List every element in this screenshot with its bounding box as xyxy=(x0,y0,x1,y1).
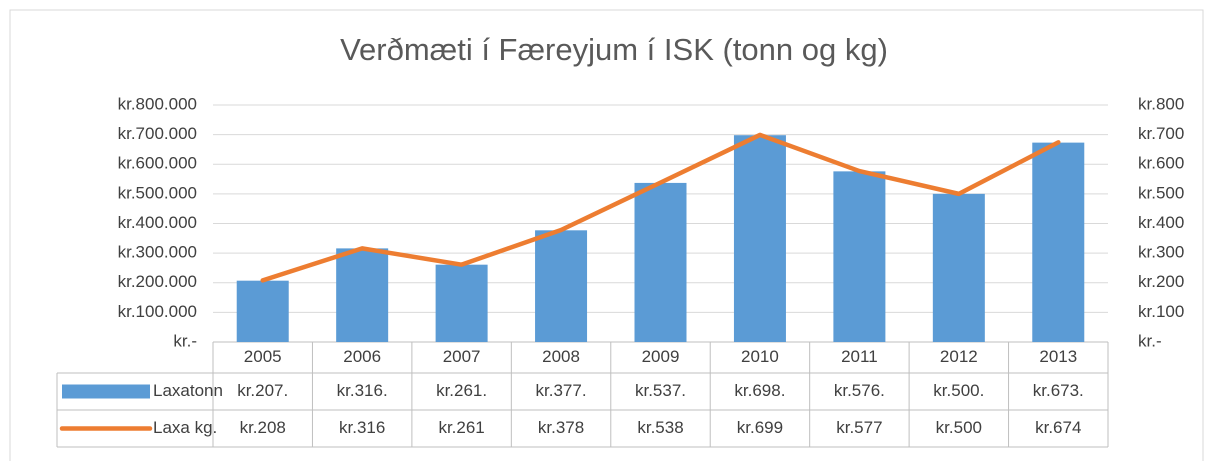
bar xyxy=(1032,142,1085,342)
y2-tick-label: kr.400 xyxy=(1138,213,1184,232)
table-value: kr.538 xyxy=(637,418,683,437)
y2-tick-label: kr.- xyxy=(1138,331,1162,350)
chart-title: Verðmæti í Færeyjum í ISK (tonn og kg) xyxy=(340,32,888,67)
y-tick-label: kr.200.000 xyxy=(118,272,197,291)
table-value: kr.500 xyxy=(936,418,982,437)
x-tick-label: 2009 xyxy=(642,347,680,366)
table-value: kr.537. xyxy=(635,381,686,400)
y2-tick-label: kr.200 xyxy=(1138,272,1184,291)
y-tick-label: kr.400.000 xyxy=(118,213,197,232)
table-value: kr.316. xyxy=(337,381,388,400)
bar xyxy=(535,230,588,342)
y-tick-label: kr.100.000 xyxy=(118,302,197,321)
bar xyxy=(236,280,289,342)
line xyxy=(260,132,1061,283)
y-tick-label: kr.- xyxy=(173,331,197,350)
table-value: kr.674 xyxy=(1035,418,1081,437)
y2-tick-label: kr.600 xyxy=(1138,154,1184,173)
x-tick-label: 2012 xyxy=(940,347,978,366)
bar xyxy=(435,264,488,342)
table-value: kr.378 xyxy=(538,418,584,437)
x-tick-label: 2005 xyxy=(244,347,282,366)
legend-label: Laxatonn xyxy=(153,381,223,400)
y-tick-label: kr.600.000 xyxy=(118,154,197,173)
bar xyxy=(932,193,985,342)
bar xyxy=(336,248,389,342)
chart-border xyxy=(9,9,1204,461)
table-value: kr.576. xyxy=(834,381,885,400)
table-value: kr.261. xyxy=(436,381,487,400)
x-tick-label: 2013 xyxy=(1039,347,1077,366)
table-value: kr.500. xyxy=(933,381,984,400)
y2-tick-label: kr.300 xyxy=(1138,243,1184,262)
x-tick-label: 2010 xyxy=(741,347,779,366)
table-value: kr.261 xyxy=(438,418,484,437)
y-tick-label: kr.300.000 xyxy=(118,243,197,262)
table-value: kr.698. xyxy=(734,381,785,400)
y-tick-label: kr.500.000 xyxy=(118,183,197,202)
table-value: kr.673. xyxy=(1033,381,1084,400)
x-tick-label: 2006 xyxy=(343,347,381,366)
y-tick-label: kr.700.000 xyxy=(118,124,197,143)
bar xyxy=(733,135,786,342)
legend-label: Laxa kg. xyxy=(153,418,217,437)
table-value: kr.377. xyxy=(536,381,587,400)
y2-tick-label: kr.700 xyxy=(1138,124,1184,143)
x-tick-label: 2007 xyxy=(443,347,481,366)
legend-swatch xyxy=(62,384,150,399)
bar xyxy=(634,182,687,342)
table-value: kr.316 xyxy=(339,418,385,437)
table-value: kr.207. xyxy=(237,381,288,400)
y-tick-label: kr.800.000 xyxy=(118,94,197,113)
table-value: kr.577 xyxy=(836,418,882,437)
table-value: kr.699 xyxy=(737,418,783,437)
table-value: kr.208 xyxy=(240,418,286,437)
bar xyxy=(833,171,886,342)
y2-tick-label: kr.500 xyxy=(1138,183,1184,202)
x-tick-label: 2011 xyxy=(841,347,878,366)
y2-tick-label: kr.100 xyxy=(1138,302,1184,321)
y2-tick-label: kr.800 xyxy=(1138,94,1184,113)
x-tick-label: 2008 xyxy=(542,347,580,366)
